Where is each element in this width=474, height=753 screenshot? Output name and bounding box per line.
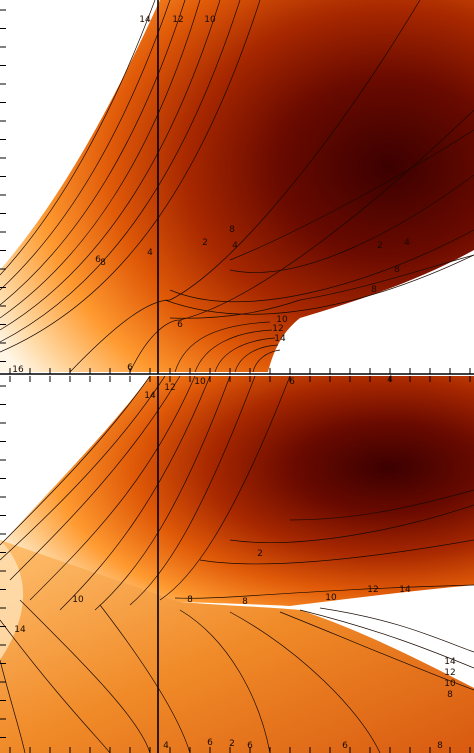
bottom-contour-line (19, 599, 151, 753)
bottom-contour-line (299, 609, 474, 669)
top-contour-line (0, 0, 156, 276)
top-ticks (0, 9, 471, 374)
top-contour-label: 4 (404, 238, 410, 248)
top-contour-label: 6 (95, 255, 101, 265)
top-panel: 14121088664442281012141686 (0, 0, 474, 375)
bottom-contour-line (0, 375, 166, 561)
top-contour-label: 4 (147, 248, 153, 258)
bottom-panel: 1412108642810121410141412108664682 (0, 375, 474, 753)
top-contour-line (194, 329, 273, 373)
bottom-lower-region (0, 540, 474, 753)
bottom-contour-label: 2 (229, 739, 235, 749)
bottom-contour-label: 6 (289, 377, 295, 387)
bottom-contour-line (289, 489, 474, 521)
top-contour-line (234, 344, 279, 373)
bottom-contour-line (229, 504, 474, 543)
top-contour-label: 2 (202, 238, 208, 248)
top-contour-label: 8 (371, 285, 377, 295)
bottom-contour-label: 6 (207, 738, 213, 748)
bottom-contour-label: 12 (367, 585, 378, 595)
top-contour-line (69, 0, 421, 373)
bottom-contour-line (319, 607, 474, 653)
bottom-contour-label: 8 (437, 741, 443, 751)
top-contour-line (0, 0, 241, 343)
top-contour-label: 8 (394, 265, 400, 275)
bottom-contour-line (129, 375, 256, 606)
bottom-contour-label: 10 (194, 377, 206, 387)
top-contour-label: 14 (274, 334, 286, 344)
top-contour-labels: 14121088664442281012141686 (12, 15, 410, 375)
top-contour-line (0, 0, 221, 331)
top-contour-line (252, 349, 281, 373)
bottom-contour-line (174, 584, 474, 599)
bottom-contour-line (279, 611, 474, 691)
bottom-contour-line (159, 375, 291, 601)
bottom-contour-label: 14 (14, 625, 26, 635)
bottom-ticks (0, 376, 471, 753)
bottom-contour-line (0, 375, 151, 546)
top-contour-label: 4 (232, 241, 238, 251)
top-contour-label: 6 (177, 320, 183, 330)
bottom-contour-label: 12 (164, 383, 175, 393)
top-contour-label: 16 (12, 365, 24, 375)
bottom-contour-label: 2 (257, 549, 263, 559)
bottom-contour-labels: 1412108642810121410141412108664682 (14, 375, 456, 751)
top-contour-line (0, 0, 201, 319)
top-colored-region (0, 0, 474, 372)
bottom-contour-label: 6 (247, 741, 253, 751)
bottom-contour-label: 10 (325, 593, 337, 603)
bottom-left-light-region (0, 540, 24, 660)
top-contour-line (229, 129, 474, 261)
top-contour-label: 12 (172, 15, 183, 25)
top-contour-line (174, 321, 271, 373)
bottom-contour-line (9, 375, 181, 581)
top-contour-label: 12 (272, 324, 283, 334)
bottom-contour-label: 14 (144, 391, 156, 401)
bottom-contour-line (199, 539, 474, 565)
bottom-contour-line (179, 609, 271, 753)
top-contour-label: 8 (229, 225, 235, 235)
bottom-contour-label: 8 (187, 595, 193, 605)
bottom-contour-line (0, 619, 111, 753)
bottom-contour-label: 10 (72, 595, 84, 605)
top-contour-line (214, 337, 276, 373)
bottom-upper-region (0, 376, 474, 606)
bottom-contour-label: 4 (163, 741, 169, 751)
top-contour-label: 14 (139, 15, 151, 25)
bottom-contour-label: 6 (342, 741, 348, 751)
bottom-contour-line (29, 375, 196, 601)
bottom-contour-label: 10 (444, 679, 456, 689)
top-contour-label: 10 (276, 315, 288, 325)
top-contour-label: 10 (204, 15, 216, 25)
top-contour-label: 2 (377, 241, 383, 251)
top-contour-line (164, 254, 474, 315)
bottom-contour-label: 14 (444, 657, 456, 667)
bottom-contour-line (59, 375, 211, 611)
bottom-contour-line (99, 604, 191, 753)
bottom-contour-label: 8 (242, 597, 248, 607)
top-contour-line (0, 0, 171, 291)
bottom-contour-line (0, 659, 26, 753)
bottom-contour-label: 14 (399, 585, 411, 595)
top-contour-line (0, 0, 186, 306)
bottom-contour-line (229, 611, 381, 753)
top-contour-label: 8 (100, 258, 106, 268)
bottom-contour-label: 12 (444, 668, 455, 678)
top-contour-line (0, 0, 261, 353)
top-contour-line (169, 254, 474, 319)
bottom-contour-lines (0, 375, 474, 753)
top-contour-line (169, 229, 474, 303)
bottom-contour-label: 8 (447, 690, 453, 700)
bottom-contour-line (94, 375, 231, 611)
top-contour-line (229, 174, 474, 273)
